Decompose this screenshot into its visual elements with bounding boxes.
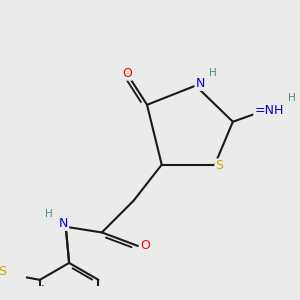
Text: O: O	[122, 67, 132, 80]
Text: H: H	[288, 93, 296, 103]
Text: H: H	[45, 209, 53, 219]
Text: N: N	[195, 77, 205, 90]
Text: O: O	[140, 239, 150, 253]
Text: N: N	[59, 217, 68, 230]
Text: S: S	[215, 159, 223, 172]
Text: H: H	[209, 68, 216, 78]
Text: =NH: =NH	[254, 104, 284, 117]
Text: S: S	[0, 266, 7, 278]
